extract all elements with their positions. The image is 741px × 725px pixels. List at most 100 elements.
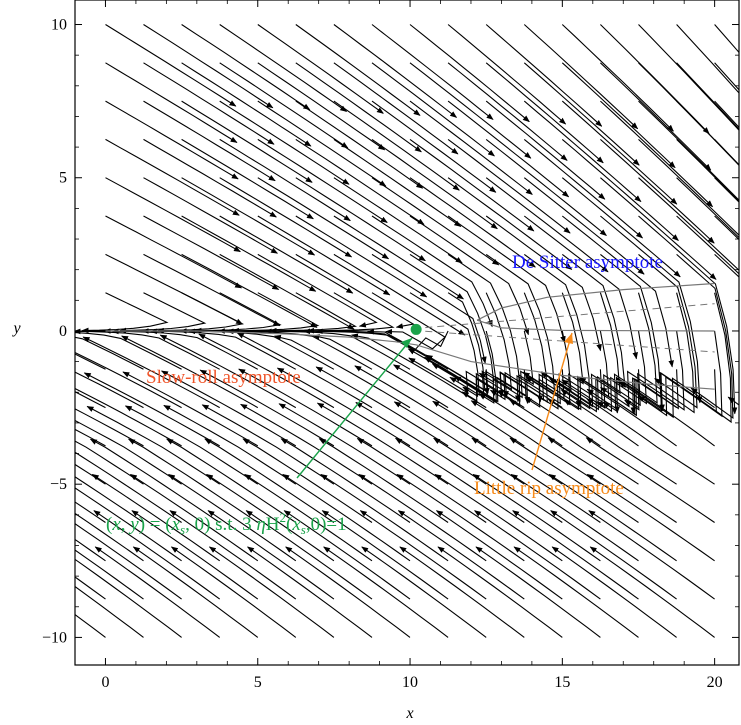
stream-arrow: [434, 473, 563, 562]
stream-arrow: [475, 546, 601, 638]
stream-arrow: [714, 24, 739, 54]
stream-arrow: [600, 330, 685, 411]
stream-arrow: [638, 100, 739, 201]
stream-arrow: [181, 100, 313, 183]
stream-arrow: [75, 512, 144, 562]
stream-arrow: [523, 215, 638, 360]
stream-arrow: [122, 371, 259, 447]
stream-arrow: [315, 328, 449, 352]
stream-arrow: [124, 405, 259, 485]
stream-arrow: [561, 253, 626, 413]
stream-arrow: [409, 253, 495, 384]
stream-arrow: [231, 292, 320, 334]
x-tick-label: 5: [254, 674, 262, 691]
stream-arrow: [393, 401, 525, 485]
stream-arrow: [75, 487, 182, 562]
x-tick-label: 10: [402, 674, 418, 691]
little-rip-pointer-head: [564, 333, 573, 344]
stream-arrow: [111, 328, 259, 370]
stream-arrow: [127, 438, 259, 523]
stream-arrow: [75, 328, 220, 370]
stream-arrow: [273, 334, 411, 409]
stream-arrow: [244, 473, 373, 562]
stream-arrow: [295, 100, 424, 189]
stream-arrow: [206, 473, 335, 562]
stream-arrow: [82, 336, 220, 409]
stream-arrow: [105, 138, 240, 216]
stream-arrow: [143, 100, 276, 182]
stream-arrow: [395, 437, 525, 523]
stream-arrow: [561, 177, 681, 278]
stream-arrow: [600, 62, 712, 171]
stream-arrow: [129, 473, 259, 562]
stream-arrow: [523, 62, 640, 166]
stream-arrow: [361, 546, 487, 638]
stream-arrow: [540, 369, 641, 411]
stream-arrow: [523, 138, 644, 239]
stream-arrow: [659, 292, 732, 424]
y-axis-label: y: [11, 320, 21, 337]
stream-arrow: [371, 177, 500, 266]
stream-arrow: [676, 177, 739, 239]
x-tick-label: 0: [101, 674, 109, 691]
stream-arrow: [512, 510, 639, 600]
stream-arrow: [366, 328, 489, 394]
stream-arrow: [315, 366, 449, 447]
stream-arrow: [204, 438, 335, 523]
stream-arrow: [600, 177, 717, 280]
stream-arrow: [295, 62, 422, 153]
stream-arrow: [509, 437, 639, 523]
stream-arrow: [295, 215, 428, 298]
stream-arrow: [714, 62, 739, 91]
stream-arrow: [169, 510, 297, 600]
x-tick-label: 15: [554, 674, 570, 691]
stream-arrow: [431, 363, 563, 447]
stream-arrow: [312, 334, 449, 409]
stream-arrow: [143, 177, 279, 254]
stream-arrow: [396, 473, 525, 562]
stream-arrow: [600, 100, 714, 208]
y-tick-label: −5: [50, 476, 67, 493]
stream-arrow: [371, 24, 494, 120]
stream-arrow: [588, 510, 715, 600]
stream-arrow: [181, 253, 318, 328]
stream-arrow: [75, 351, 182, 409]
stream-arrow: [423, 356, 527, 403]
stream-arrow: [75, 463, 106, 485]
stream-arrow: [278, 403, 411, 485]
stream-arrow: [295, 177, 426, 262]
stream-arrow: [561, 62, 676, 169]
stream-arrow: [238, 368, 373, 447]
stream-arrow: [585, 437, 715, 523]
stream-arrow: [105, 100, 239, 180]
stream-arrow: [316, 402, 449, 485]
slow-roll-label: Slow-roll asymptote: [146, 367, 301, 388]
stream-arrow: [355, 402, 487, 485]
stream-arrow: [359, 510, 487, 600]
stream-arrow: [320, 473, 449, 562]
stream-arrow: [160, 370, 297, 447]
stream-arrow: [638, 62, 739, 166]
stream-arrow: [333, 138, 462, 227]
stream-arrow: [485, 62, 604, 164]
stream-arrow: [409, 177, 536, 268]
stream-arrow: [219, 177, 353, 258]
stream-arrow: [257, 100, 387, 187]
stream-arrow: [714, 100, 739, 129]
stream-arrow: [257, 138, 388, 223]
axis-ticks: 0 5 10 15 20 −10 −5 0 5 10: [42, 0, 739, 691]
stream-arrow: [561, 215, 674, 368]
stream-arrow: [201, 404, 335, 485]
stream-arrow: [714, 253, 739, 406]
stream-arrow: [561, 24, 674, 132]
stream-arrow: [181, 177, 316, 256]
stream-arrow: [471, 437, 601, 523]
stream-arrow: [447, 100, 570, 198]
stream-arrow: [409, 138, 535, 232]
stream-arrow: [392, 364, 525, 447]
stream-arrow: [485, 177, 609, 273]
stream-arrow: [514, 369, 603, 405]
stream-arrow: [105, 24, 237, 107]
stream-arrow: [333, 100, 460, 191]
fixed-point-label: (x, y) = (xs, 0) s.t. 3 ηH2(xs,0)=1: [106, 510, 347, 537]
